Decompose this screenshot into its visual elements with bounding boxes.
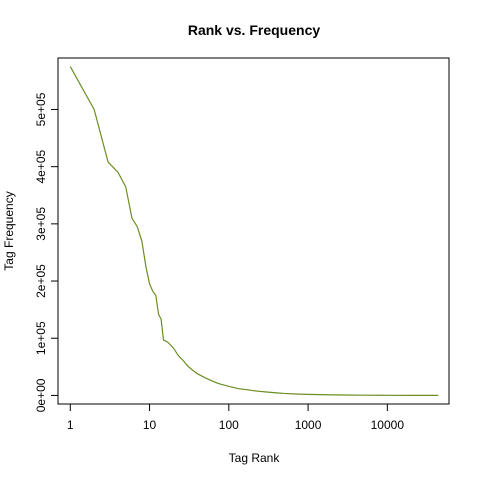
series-line	[69, 66, 439, 396]
y-tick-label: 4e+05	[34, 149, 48, 183]
y-axis-ticks: 0e+00 1e+05 2e+05 3e+05 4e+05 5e+05	[34, 92, 58, 412]
x-axis-ticks: 1 10 100 1000 10000	[67, 404, 404, 432]
x-tick-label: 100	[219, 418, 239, 432]
x-tick-label: 1000	[295, 418, 322, 432]
y-tick-label: 3e+05	[34, 207, 48, 241]
y-tick-label: 1e+05	[34, 321, 48, 355]
x-tick-label: 10000	[371, 418, 405, 432]
y-tick-label: 0e+00	[34, 378, 48, 412]
y-tick-label: 2e+05	[34, 264, 48, 298]
x-tick-label: 10	[143, 418, 157, 432]
x-tick-label: 1	[67, 418, 74, 432]
x-axis-label: Tag Rank	[229, 451, 281, 465]
chart-title: Rank vs. Frequency	[188, 22, 320, 38]
y-tick-label: 5e+05	[34, 92, 48, 126]
y-axis-label: Tag Frequency	[2, 191, 16, 270]
plot-frame	[57, 57, 450, 405]
